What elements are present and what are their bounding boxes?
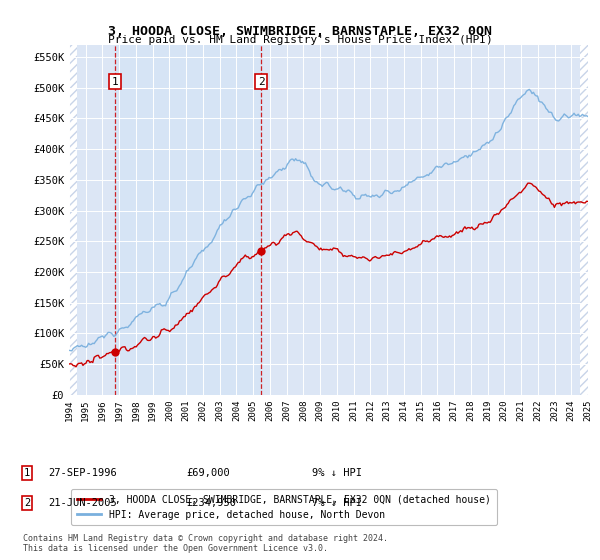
Text: £69,000: £69,000 — [186, 468, 230, 478]
Text: 1: 1 — [24, 468, 30, 478]
Text: 9% ↓ HPI: 9% ↓ HPI — [312, 468, 362, 478]
Text: 7% ↓ HPI: 7% ↓ HPI — [312, 498, 362, 508]
Text: Contains HM Land Registry data © Crown copyright and database right 2024.
This d: Contains HM Land Registry data © Crown c… — [23, 534, 388, 553]
Legend: 3, HOODA CLOSE, SWIMBRIDGE, BARNSTAPLE, EX32 0QN (detached house), HPI: Average : 3, HOODA CLOSE, SWIMBRIDGE, BARNSTAPLE, … — [71, 489, 497, 525]
Text: £234,950: £234,950 — [186, 498, 236, 508]
Text: Price paid vs. HM Land Registry's House Price Index (HPI): Price paid vs. HM Land Registry's House … — [107, 35, 493, 45]
Text: 27-SEP-1996: 27-SEP-1996 — [48, 468, 117, 478]
Text: 3, HOODA CLOSE, SWIMBRIDGE, BARNSTAPLE, EX32 0QN: 3, HOODA CLOSE, SWIMBRIDGE, BARNSTAPLE, … — [108, 25, 492, 38]
Text: 21-JUN-2005: 21-JUN-2005 — [48, 498, 117, 508]
Bar — [115, 45, 261, 395]
Text: 1: 1 — [112, 77, 118, 87]
Text: 2: 2 — [24, 498, 30, 508]
Text: 2: 2 — [257, 77, 265, 87]
